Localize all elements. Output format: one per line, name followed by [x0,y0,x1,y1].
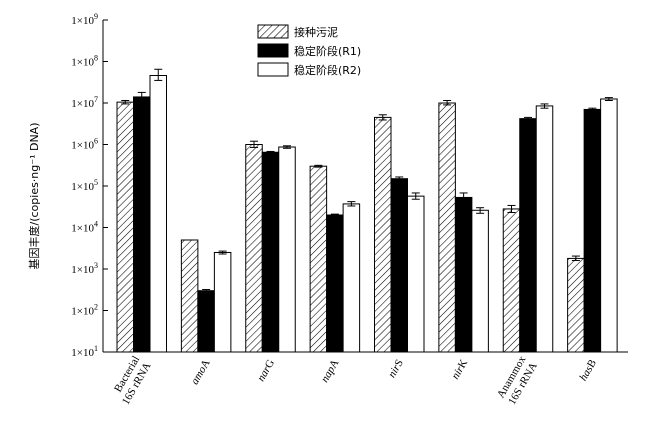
y-tick-times: ×10 [77,98,95,110]
y-tick-exponent: 9 [94,12,98,21]
y-tick-label: 1×104 [71,220,98,235]
y-tick-exponent: 6 [94,137,98,146]
y-tick-mantissa: 1 [71,223,77,235]
y-tick-mantissa: 1 [71,264,77,276]
bar [567,257,585,353]
bar [278,146,296,353]
y-tick-mantissa: 1 [71,347,77,359]
category-label-text: hasB [577,358,599,384]
y-tick-label: 1×101 [71,344,98,359]
bar [454,196,473,353]
y-tick-times: ×10 [77,264,95,276]
y-tick-label: 1×105 [71,178,98,193]
y-tick-exponent: 1 [94,344,98,353]
bar [600,98,618,353]
y-tick-mantissa: 1 [71,57,77,69]
y-tick-mantissa: 1 [71,15,77,27]
bar [133,96,151,353]
bar [342,203,361,353]
y-tick-label: 1×102 [71,303,98,318]
bar [438,102,456,353]
bar [519,118,537,353]
bar [213,251,232,353]
y-tick-label: 1×103 [71,261,98,276]
legend-label: 稳定阶段(R1) [294,44,361,58]
y-tick-mantissa: 1 [71,140,77,152]
y-tick-exponent: 3 [94,261,98,270]
category-label: narG [255,357,277,383]
error-bars [121,68,613,293]
legend-swatch [257,24,289,39]
category-label-italic: nir [449,364,466,382]
y-tick-label: 1×109 [71,12,98,27]
bar [197,290,215,353]
bar [407,195,425,353]
y-tick-exponent: 7 [94,95,98,104]
bar [502,208,521,353]
bar [374,116,392,353]
bar [261,151,280,353]
bar [583,108,602,353]
category-label-italic: nir [386,362,403,380]
category-label-text: narG [255,357,277,383]
bar [326,214,344,353]
category-label-text: nirS [386,358,406,380]
y-tick-exponent: 2 [94,303,98,312]
y-tick-times: ×10 [77,306,95,318]
y-tick-times: ×10 [77,181,95,193]
bar [309,165,328,353]
y-tick-times: ×10 [77,223,95,235]
y-tick-times: ×10 [77,347,95,359]
y-tick-times: ×10 [77,140,95,152]
category-label: nirS [386,358,406,380]
category-label-roman: S [392,358,405,369]
y-tick-mantissa: 1 [71,181,77,193]
bar [245,144,263,353]
category-label-text: nirK [449,357,470,381]
y-tick-times: ×10 [77,15,95,27]
bar [390,178,408,353]
bar [471,209,489,353]
y-tick-label: 1×108 [71,54,98,69]
legend-swatch [257,43,289,58]
y-tick-label: 1×106 [71,137,98,152]
category-label: hasB [577,358,599,384]
y-tick-mantissa: 1 [71,306,77,318]
y-tick-times: ×10 [77,57,95,69]
legend-label: 稳定阶段(R2) [294,63,361,77]
y-tick-label: 1×107 [71,95,98,110]
bars [116,74,618,353]
category-label-text: napA [319,357,342,384]
y-tick-exponent: 8 [94,54,98,63]
y-tick-exponent: 4 [94,220,98,229]
bar [116,101,134,353]
bar [149,74,167,353]
category-label: nirK [449,357,470,381]
legend-swatch [257,62,289,77]
bar [180,239,199,353]
category-label: napA [319,357,342,384]
y-tick-exponent: 5 [94,178,98,187]
y-tick-mantissa: 1 [71,98,77,110]
category-label: amoA [189,357,213,386]
y-axis-label: 基因丰度/(copies·ng⁻¹ DNA) [27,123,41,270]
legend-label: 接种污泥 [294,25,338,39]
category-label-text: amoA [189,357,213,386]
y-tick-labels: 1×1011×1021×1031×1041×1051×1061×1071×108… [71,12,98,359]
bar [535,105,554,353]
